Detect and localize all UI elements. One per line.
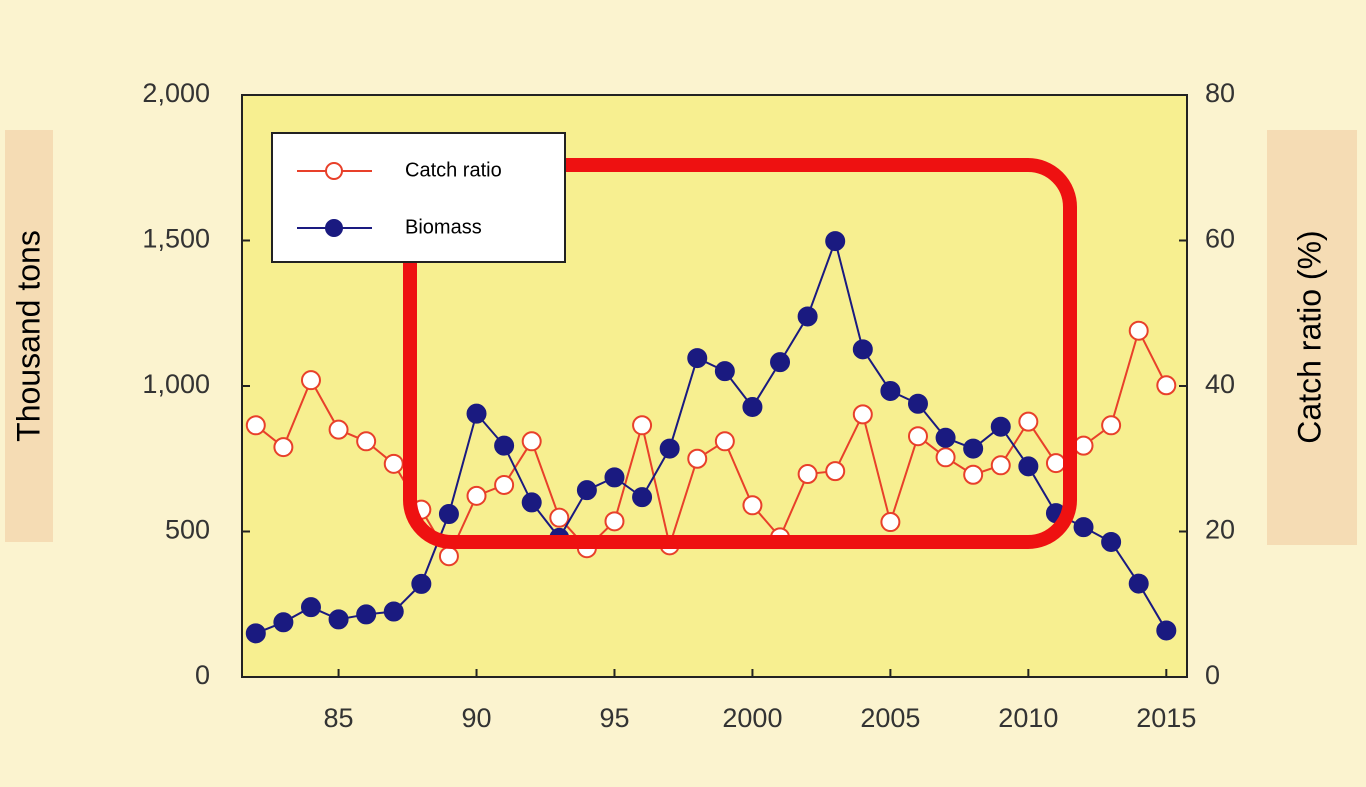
y2-tick-label: 80 xyxy=(1205,78,1235,108)
data-point xyxy=(466,485,487,506)
x-tick-label: 2010 xyxy=(998,703,1058,733)
data-point xyxy=(466,403,487,424)
data-point xyxy=(852,339,873,360)
data-point xyxy=(438,504,459,525)
data-point xyxy=(383,601,404,622)
x-tick-label: 2005 xyxy=(860,703,920,733)
y-axis-title: Thousand tons xyxy=(10,230,46,442)
data-point xyxy=(1128,320,1149,341)
data-point xyxy=(1045,453,1066,474)
data-point xyxy=(770,352,791,373)
data-point xyxy=(742,396,763,417)
data-point xyxy=(880,380,901,401)
data-point xyxy=(494,474,515,495)
data-point xyxy=(521,431,542,452)
data-point xyxy=(604,467,625,488)
y-label-box xyxy=(5,130,53,542)
data-point xyxy=(825,231,846,252)
data-point xyxy=(1156,620,1177,641)
data-point xyxy=(687,448,708,469)
data-point xyxy=(549,507,570,528)
data-point xyxy=(714,361,735,382)
data-point xyxy=(356,604,377,625)
data-point xyxy=(245,623,266,644)
data-point xyxy=(1101,531,1122,552)
series-line xyxy=(255,237,1168,635)
data-point xyxy=(797,306,818,327)
data-point xyxy=(356,431,377,452)
data-point xyxy=(659,438,680,459)
data-point xyxy=(714,431,735,452)
data-point xyxy=(990,455,1011,476)
data-point xyxy=(742,495,763,516)
x-tick-label: 90 xyxy=(462,703,492,733)
y-tick-label: 500 xyxy=(165,515,210,545)
data-point xyxy=(328,609,349,630)
data-point xyxy=(1156,375,1177,396)
data-point xyxy=(990,416,1011,437)
data-point xyxy=(687,348,708,369)
x-tick-label: 2015 xyxy=(1136,703,1196,733)
data-point xyxy=(383,453,404,474)
data-point xyxy=(880,512,901,533)
data-point xyxy=(852,404,873,425)
data-point xyxy=(1128,573,1149,594)
data-point xyxy=(1073,517,1094,538)
data-point xyxy=(1018,456,1039,477)
legend: Catch ratio Biomass xyxy=(271,132,566,263)
data-point xyxy=(521,492,542,513)
data-point xyxy=(1018,411,1039,432)
y-tick-label: 1,000 xyxy=(142,369,210,399)
data-point xyxy=(632,415,653,436)
y2-axis-title: Catch ratio (%) xyxy=(1291,230,1327,443)
data-point xyxy=(300,370,321,391)
y-tick-label: 2,000 xyxy=(142,78,210,108)
x-tick-label: 85 xyxy=(324,703,354,733)
y2-tick-label: 60 xyxy=(1205,224,1235,254)
data-point xyxy=(438,546,459,567)
data-point xyxy=(300,597,321,618)
data-point xyxy=(576,480,597,501)
data-point xyxy=(273,437,294,458)
data-point xyxy=(245,415,266,436)
data-point xyxy=(1101,415,1122,436)
legend-label: Biomass xyxy=(405,216,482,238)
y-tick-label: 1,500 xyxy=(142,224,210,254)
data-point xyxy=(935,427,956,448)
data-point xyxy=(825,461,846,482)
legend-marker xyxy=(325,162,343,180)
data-point xyxy=(411,573,432,594)
data-point xyxy=(273,612,294,633)
data-point xyxy=(907,426,928,447)
y2-tick-label: 20 xyxy=(1205,515,1235,545)
y2-label-box xyxy=(1267,130,1357,545)
data-point xyxy=(963,464,984,485)
y-tick-label: 0 xyxy=(195,660,210,690)
legend-marker xyxy=(325,219,343,237)
data-point xyxy=(494,435,515,456)
data-point xyxy=(328,419,349,440)
data-point xyxy=(963,438,984,459)
data-point xyxy=(632,487,653,508)
data-point xyxy=(604,511,625,532)
data-point xyxy=(1073,435,1094,456)
y2-tick-label: 0 xyxy=(1205,660,1220,690)
x-tick-label: 95 xyxy=(599,703,629,733)
x-tick-label: 2000 xyxy=(722,703,782,733)
data-point xyxy=(797,464,818,485)
highlight-box xyxy=(403,158,1077,549)
legend-label: Catch ratio xyxy=(405,159,502,181)
y2-tick-label: 40 xyxy=(1205,369,1235,399)
data-point xyxy=(935,447,956,468)
legend-box xyxy=(271,132,566,263)
data-point xyxy=(907,393,928,414)
